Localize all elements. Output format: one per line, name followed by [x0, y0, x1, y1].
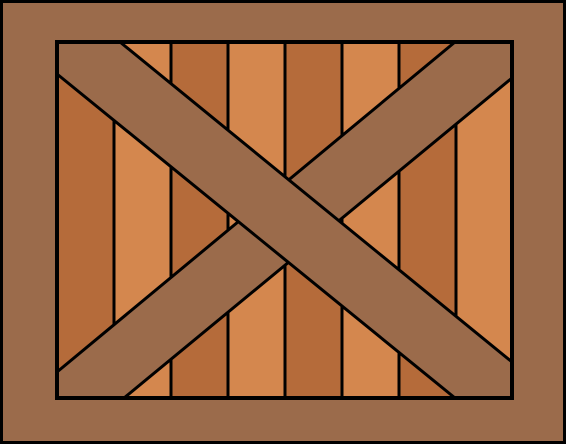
- inner-frame: [55, 40, 514, 400]
